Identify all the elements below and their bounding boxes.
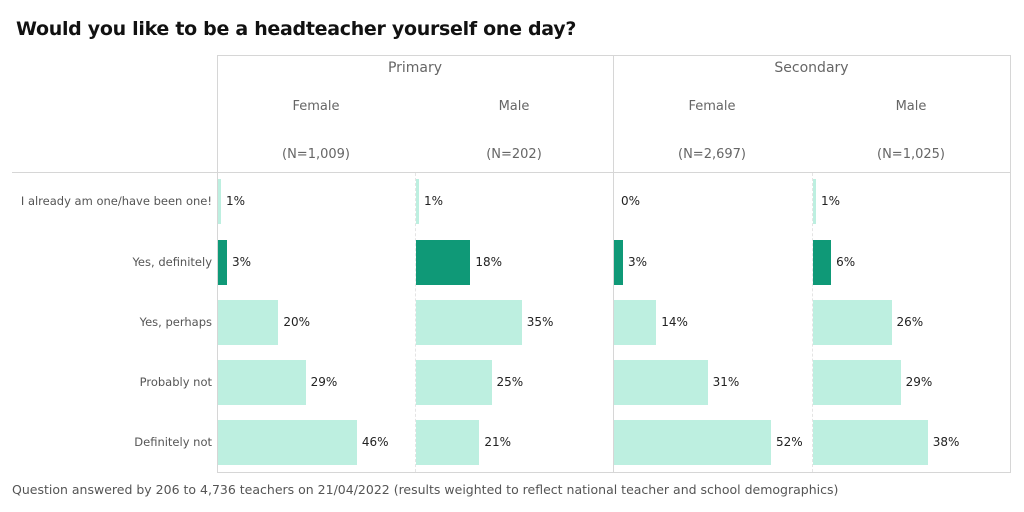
data-label: 21% (484, 435, 512, 449)
data-label: 1% (226, 194, 246, 208)
bar (614, 240, 624, 285)
data-label: 38% (932, 435, 960, 449)
data-label: 1% (424, 194, 444, 208)
bar (416, 360, 492, 405)
data-label: 14% (661, 315, 688, 329)
primary-divider (217, 55, 218, 473)
data-label: 29% (310, 375, 338, 389)
bar (813, 420, 928, 465)
panel-header-gender: Male (895, 99, 927, 114)
bar (218, 300, 279, 345)
secondary-divider (613, 55, 614, 473)
group-header-primary: Primary (387, 60, 443, 76)
footnote: Question answered by 206 to 4,736 teache… (12, 482, 839, 497)
bar (813, 179, 817, 224)
data-label: 31% (712, 375, 740, 389)
bar (813, 240, 832, 285)
bar (218, 240, 228, 285)
category-label: Definitely not (134, 435, 212, 449)
category-label: Yes, perhaps (139, 315, 212, 329)
data-label: 20% (283, 315, 311, 329)
header-divider (12, 172, 1010, 173)
bar (614, 360, 708, 405)
bar (614, 300, 657, 345)
frame-right (1010, 55, 1011, 473)
data-label: 26% (896, 315, 924, 329)
panel-header-n: (N=2,697) (678, 147, 746, 162)
data-label: 46% (361, 435, 389, 449)
data-label: 3% (628, 255, 648, 269)
category-label: I already am one/have been one! (20, 194, 212, 208)
chart-title: Would you like to be a headteacher yours… (16, 18, 577, 40)
data-label: 6% (836, 255, 856, 269)
data-label: 18% (475, 255, 503, 269)
category-label: Yes, definitely (132, 255, 212, 269)
panel-header-n: (N=202) (486, 147, 542, 162)
bar (813, 360, 901, 405)
panel-header-n: (N=1,025) (877, 147, 945, 162)
group-header-secondary: Secondary (774, 60, 849, 76)
bar (416, 179, 420, 224)
category-label: Probably not (139, 375, 212, 389)
data-label: 1% (821, 194, 841, 208)
panel-divider (812, 173, 813, 472)
bar (218, 360, 306, 405)
bar (813, 300, 892, 345)
bar (416, 300, 522, 345)
panel-header-n: (N=1,009) (282, 147, 350, 162)
panel-header-gender: Female (292, 99, 340, 114)
data-label: 0% (621, 194, 641, 208)
panel-divider (415, 173, 416, 472)
data-label: 29% (905, 375, 933, 389)
panel-header-gender: Female (688, 99, 736, 114)
bar (614, 420, 772, 465)
data-label: 25% (496, 375, 524, 389)
panel-header-gender: Male (498, 99, 530, 114)
bar (218, 420, 357, 465)
data-label: 3% (232, 255, 252, 269)
data-label: 35% (526, 315, 554, 329)
data-label: 52% (776, 435, 803, 449)
bar (416, 240, 471, 285)
bar (416, 420, 480, 465)
bar (218, 179, 222, 224)
